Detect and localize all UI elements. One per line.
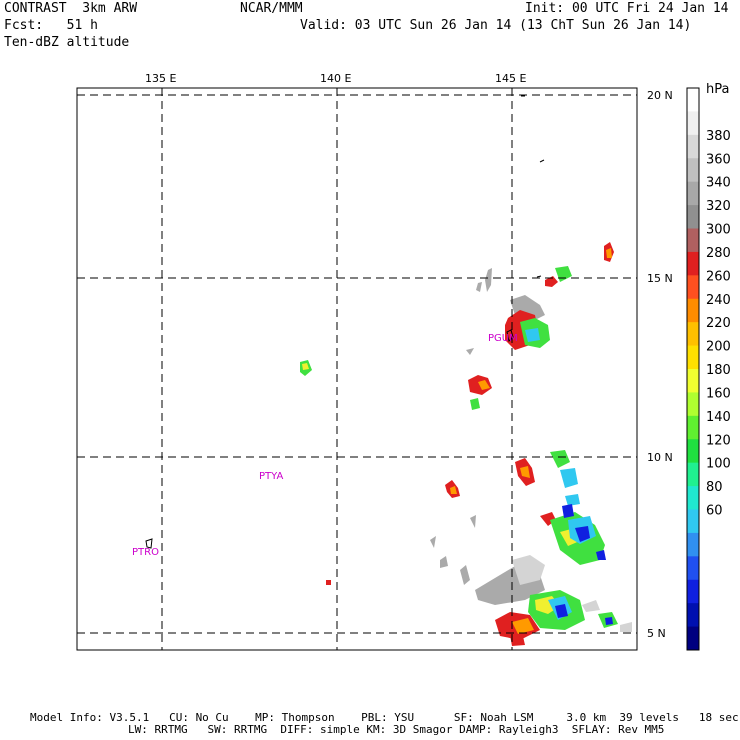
- colorbar-swatch: [687, 462, 699, 487]
- colorbar-tick-label: 140: [706, 410, 731, 425]
- colorbar-tick-label: 220: [706, 316, 731, 331]
- lat-label-20: 20 N: [647, 89, 673, 102]
- colorbar-tick-label: 360: [706, 152, 731, 167]
- colorbar-swatch: [687, 275, 699, 300]
- institution-label: NCAR/MMM: [240, 1, 303, 16]
- echo-blue-regions: [555, 504, 613, 625]
- field-name: Ten-dBZ altitude: [4, 35, 130, 50]
- station-ptro: PTRO: [132, 547, 159, 558]
- colorbar-tick-label: 320: [706, 199, 731, 214]
- colorbar-tick-label: 180: [706, 363, 731, 378]
- colorbar-tick-label: 80: [706, 480, 723, 495]
- colorbar: 380 360 340 320 300 280 260 240 220 200 180 160 140 1…: [686, 87, 731, 651]
- colorbar-swatch: [687, 205, 699, 229]
- map-frame: [76, 87, 638, 651]
- forecast-hour: Fcst: 51 h: [4, 18, 98, 33]
- colorbar-swatch: [687, 415, 699, 440]
- colorbar-swatch: [687, 509, 699, 534]
- colorbar-tick-label: 380: [706, 129, 731, 144]
- lat-label-5: 5 N: [647, 627, 666, 640]
- colorbar-frame: [686, 87, 700, 651]
- colorbar-tick-label: 280: [706, 246, 731, 261]
- colorbar-swatch: [687, 134, 699, 159]
- colorbar-swatch: [687, 439, 699, 464]
- lat-lon-grid: [77, 88, 637, 650]
- colorbar-tick-label: 60: [706, 504, 723, 519]
- colorbar-swatch: [687, 579, 699, 604]
- init-time: Init: 00 UTC Fri 24 Jan 14: [525, 1, 729, 16]
- colorbar-tick-label: 100: [706, 457, 731, 472]
- footer-model-info: Model Info: V3.5.1 CU: No Cu MP: Thompso…: [30, 711, 739, 724]
- lon-label-140: 140 E: [320, 72, 351, 85]
- colorbar-tick-label: 260: [706, 269, 731, 284]
- station-pgum: PGUM: [488, 333, 518, 344]
- colorbar-swatch: [687, 369, 699, 393]
- echo-orange-regions: [450, 248, 612, 634]
- colorbar-swatch: [687, 111, 699, 136]
- colorbar-swatch: [687, 228, 699, 253]
- echo-light-gray-regions: [512, 555, 632, 632]
- colorbar-swatch: [687, 158, 699, 183]
- colorbar-tick-label: 120: [706, 433, 731, 448]
- colorbar-swatch: [687, 486, 699, 510]
- colorbar-swatch: [687, 322, 699, 347]
- colorbar-swatch: [687, 626, 699, 651]
- colorbar-swatch: [687, 345, 699, 370]
- colorbar-tick-label: 160: [706, 386, 731, 401]
- model-title: CONTRAST 3km ARW: [4, 1, 138, 16]
- colorbar-swatch: [687, 88, 699, 112]
- colorbar-swatch: [687, 603, 699, 628]
- lat-label-10: 10 N: [647, 451, 673, 464]
- colorbar-swatch: [687, 392, 699, 417]
- colorbar-swatch: [687, 251, 699, 276]
- colorbar-unit: hPa: [706, 82, 729, 97]
- lat-label-15: 15 N: [647, 272, 673, 285]
- station-ptya: PTYA: [259, 471, 283, 482]
- footer-physics-info: LW: RRTMG SW: RRTMG DIFF: simple KM: 3D …: [128, 723, 665, 736]
- colorbar-tick-label: 300: [706, 223, 731, 238]
- colorbar-tick-label: 240: [706, 293, 731, 308]
- colorbar-swatch: [687, 298, 699, 323]
- valid-time: Valid: 03 UTC Sun 26 Jan 14 (13 ChT Sun …: [300, 18, 692, 33]
- lon-label-145: 145 E: [495, 72, 526, 85]
- colorbar-tick-label: 200: [706, 340, 731, 355]
- colorbar-tick-label: 340: [706, 176, 731, 191]
- colorbar-swatch: [687, 556, 699, 581]
- colorbar-swatch: [687, 532, 699, 557]
- colorbar-swatch: [687, 181, 699, 206]
- coastlines: [145, 95, 545, 549]
- lon-label-135: 135 E: [145, 72, 176, 85]
